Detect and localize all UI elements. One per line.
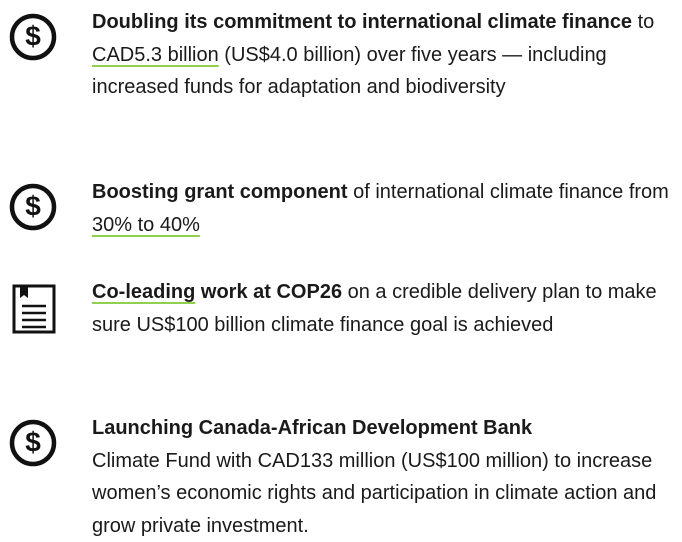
text-span: work at COP26 (195, 281, 343, 303)
item-text: Boosting grant component of internationa… (92, 176, 677, 241)
text-span: Doubling its commitment to international… (92, 11, 633, 33)
text-span: Boosting grant component (92, 181, 348, 203)
link[interactable]: CAD5.3 billion (92, 43, 219, 66)
item-text: Co-leading work at COP26 on a credible d… (92, 276, 677, 341)
text-span: Launching Canada-African Development Ban… (92, 417, 533, 439)
text-span: on a credible delivery plan to make sure… (92, 281, 657, 336)
item-text: Launching Canada-African Development Ban… (92, 412, 677, 542)
item-text: Doubling its commitment to international… (92, 6, 677, 104)
text-span: Climate Fund with CAD133 million (US$100… (92, 449, 657, 537)
document-icon (12, 284, 56, 334)
svg-text:$: $ (25, 190, 41, 221)
dollar-icon: $ (9, 13, 57, 61)
dollar-icon: $ (9, 183, 57, 231)
svg-text:$: $ (25, 426, 41, 457)
text-span: to (632, 11, 655, 33)
link[interactable]: 30% to 40% (92, 213, 200, 236)
text-span: (US$4.0 billion) over five years — inclu… (92, 43, 607, 99)
text-span: of international climate finance from (347, 181, 669, 203)
link[interactable]: Co-leading (92, 281, 196, 303)
svg-text:$: $ (25, 20, 41, 51)
dollar-icon: $ (9, 419, 57, 467)
